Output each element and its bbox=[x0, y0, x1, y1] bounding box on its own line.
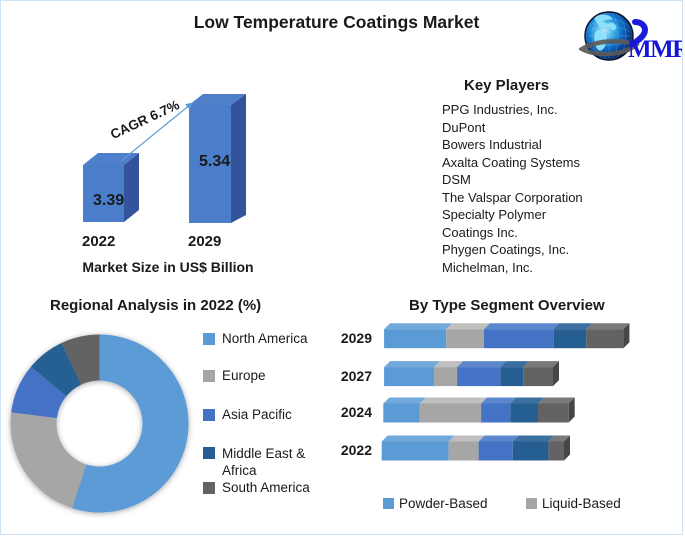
svg-text:2027: 2027 bbox=[341, 368, 372, 384]
svg-text:3.39: 3.39 bbox=[93, 192, 124, 209]
svg-text:5.34: 5.34 bbox=[199, 153, 230, 170]
svg-text:CAGR 6.7%: CAGR 6.7% bbox=[108, 97, 182, 142]
svg-text:2029: 2029 bbox=[341, 330, 372, 346]
svg-text:2022: 2022 bbox=[82, 233, 115, 250]
svg-text:2029: 2029 bbox=[188, 233, 221, 250]
svg-text:2024: 2024 bbox=[341, 404, 372, 420]
svg-text:2022: 2022 bbox=[341, 442, 372, 458]
